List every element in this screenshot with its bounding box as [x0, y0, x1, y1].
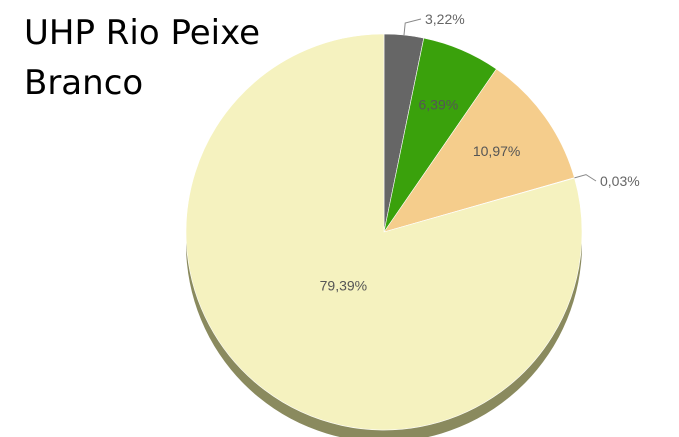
- pie-slices: [186, 34, 582, 430]
- slice-label: 79,39%: [320, 278, 367, 294]
- slice-label: 0,03%: [600, 173, 640, 189]
- leader-line: [404, 19, 421, 35]
- leader-line: [574, 175, 596, 181]
- slice-label: 6,39%: [419, 97, 459, 113]
- slice-label: 10,97%: [473, 143, 520, 159]
- slice-label: 3,22%: [425, 11, 465, 27]
